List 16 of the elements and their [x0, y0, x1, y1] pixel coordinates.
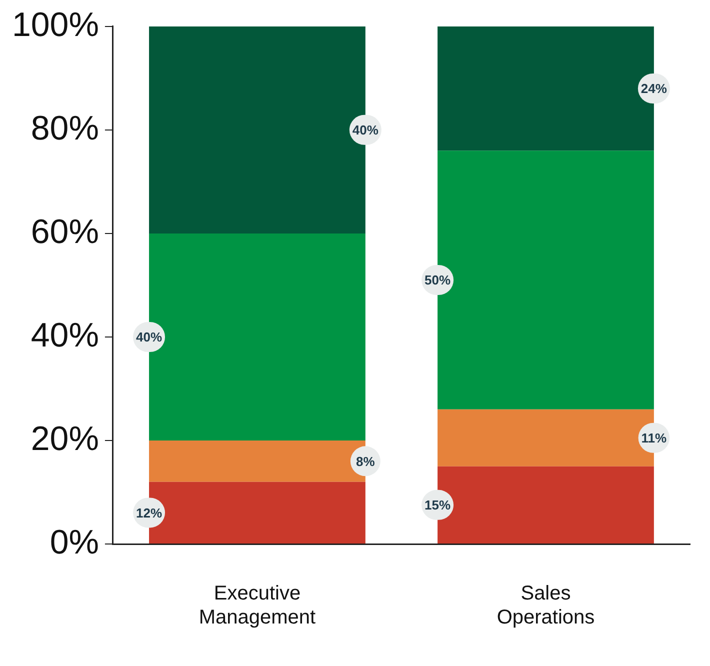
data-label: 40% — [136, 330, 162, 345]
x-tick-label: Sales Operations — [496, 582, 595, 629]
y-tick-label: 0% — [50, 523, 99, 562]
data-label: 50% — [424, 272, 451, 288]
y-tick-label: 100% — [12, 6, 99, 44]
x-tick-label: Executive Management — [198, 582, 316, 629]
data-label: 15% — [424, 498, 451, 513]
data-label: 24% — [640, 81, 668, 96]
y-tick-label: 80% — [30, 109, 99, 148]
y-tick-label: 20% — [30, 420, 99, 458]
data-label: 8% — [356, 454, 376, 469]
data-label: 11% — [641, 430, 668, 446]
y-tick-label: 40% — [30, 316, 99, 354]
data-label: 12% — [136, 505, 162, 520]
y-tick-label: 60% — [30, 212, 99, 251]
data-label: 40% — [352, 122, 379, 138]
